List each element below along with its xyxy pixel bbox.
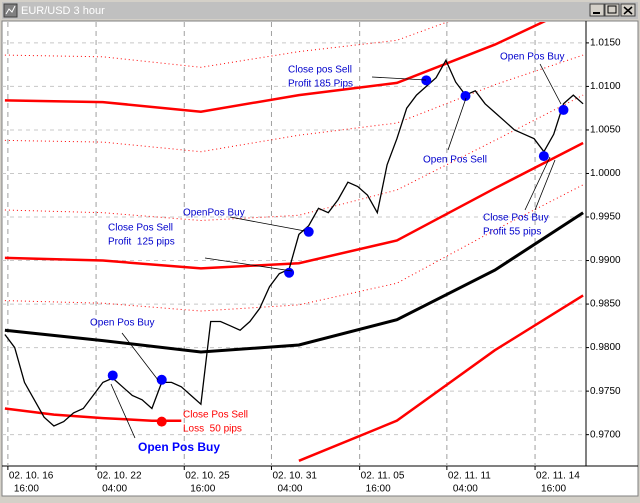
- window-icon-glyph: [5, 5, 16, 15]
- x-tick-label: 16:00: [366, 484, 391, 495]
- x-tick-label: 02. 11. 14: [536, 471, 580, 482]
- annotation: Loss 50 pips: [183, 424, 242, 435]
- y-tick-label: 0.9800: [590, 342, 621, 353]
- y-tick-label: 0.9900: [590, 255, 621, 266]
- trade-marker: [558, 104, 569, 115]
- x-tick-label: 02. 11. 11: [448, 471, 491, 482]
- annotation-arrow: [534, 159, 556, 211]
- annotation: Profit 55 pips: [483, 227, 541, 238]
- x-tick-label: 02. 10. 25: [185, 471, 230, 482]
- x-tick-label: 16:00: [190, 484, 215, 495]
- band-line: [4, 141, 584, 270]
- close-glyph: [623, 6, 633, 15]
- x-tick-label: 02. 10. 16: [9, 471, 54, 482]
- x-tick-label: 16:00: [14, 484, 39, 495]
- band-line: [4, 22, 546, 113]
- band-line: [298, 294, 584, 462]
- trade-marker: [156, 374, 167, 385]
- annotation-arrow: [229, 216, 306, 232]
- trade-marker: [538, 151, 549, 162]
- y-tick-label: 0.9950: [590, 212, 621, 223]
- x-tick-label: 04:00: [277, 484, 302, 495]
- y-tick-label: 1.0100: [590, 81, 621, 92]
- x-tick-label: 02. 10. 31: [272, 471, 317, 482]
- trade-marker: [107, 370, 118, 381]
- minimize-button[interactable]: [589, 3, 605, 17]
- y-tick-label: 0.9750: [590, 386, 621, 397]
- annotation: Close Pos Sell: [108, 223, 173, 234]
- annotation-arrow: [204, 257, 293, 272]
- annotation-arrow: [110, 383, 136, 439]
- trade-marker: [460, 91, 471, 101]
- annotation-arrow: [447, 97, 467, 151]
- x-tick-label: 16:00: [541, 484, 566, 495]
- band-line: [4, 211, 584, 354]
- y-tick-label: 0.9700: [590, 429, 621, 440]
- window-buttons: [589, 3, 636, 17]
- annotation: Open Pos Buy: [500, 52, 564, 63]
- annotation-arrow: [371, 76, 427, 81]
- maximize-glyph: [607, 5, 617, 14]
- annotation: Open Pos Sell: [423, 155, 487, 166]
- plot-area: [2, 22, 586, 466]
- annotation-arrow: [524, 156, 551, 211]
- annotation: Close Pos Buy: [483, 213, 549, 224]
- title-bar: [2, 2, 638, 19]
- annotation: Close Pos Sell: [183, 410, 248, 421]
- trade-marker: [156, 416, 167, 427]
- y-tick-label: 0.9850: [590, 299, 621, 310]
- x-tick-label: 02. 11. 05: [361, 471, 405, 482]
- annotation: OpenPos Buy: [183, 208, 245, 219]
- annotation: Open Pos Buy: [90, 318, 154, 329]
- trade-marker: [421, 75, 432, 86]
- y-tick-label: 1.0000: [590, 168, 621, 179]
- x-tick-label: 04:00: [453, 484, 478, 495]
- y-tick-label: 1.0150: [590, 38, 621, 49]
- annotation-arrow: [539, 63, 562, 105]
- annotation: Profit 185 Pips: [288, 79, 353, 90]
- window-title: EUR/USD 3 hour: [21, 5, 105, 17]
- annotation: Open Pos Buy: [138, 440, 220, 454]
- annotation: Close pos Sell: [288, 65, 352, 76]
- x-tick-label: 04:00: [102, 484, 127, 495]
- x-tick-label: 02. 10. 22: [97, 471, 142, 482]
- annotation: Profit 125 pips: [108, 237, 175, 248]
- trade-marker: [303, 226, 314, 237]
- y-tick-label: 1.0050: [590, 125, 621, 136]
- trade-marker: [284, 267, 295, 278]
- annotation-arrow: [121, 332, 159, 381]
- price-line: [4, 58, 584, 427]
